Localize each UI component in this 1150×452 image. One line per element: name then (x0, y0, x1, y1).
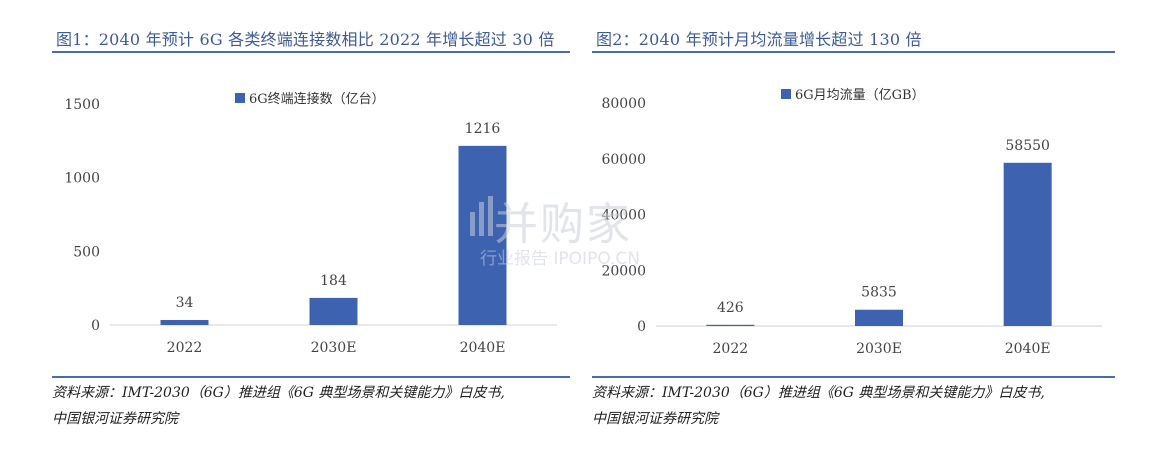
left-bar-2030E (309, 297, 358, 325)
right-data-label: 58550 (1005, 138, 1050, 154)
left-x-tick-label: 2030E (311, 340, 357, 356)
right-bar-2022 (706, 324, 755, 326)
right-source-rule (592, 376, 1115, 378)
left-y-tick-label: 1000 (64, 171, 100, 187)
left-source-note: 资料来源：IMT-2030（6G）推进组《6G 典型场景和关键能力》白皮书, 中… (52, 380, 505, 432)
right-bar-chart: 0 20000 40000 60000 80000 426 2022 5835 2030E 585… (601, 88, 1102, 357)
left-title-rule (52, 51, 570, 53)
right-x-tick-label: 2022 (713, 341, 749, 357)
left-data-label: 184 (320, 273, 347, 289)
right-source-line-2: 中国银河证券研究院 (592, 411, 718, 427)
left-x-tick-label: 2040E (460, 340, 506, 356)
right-bar-2030E (855, 309, 903, 326)
left-source-line-1: 资料来源：IMT-2030（6G）推进组《6G 典型场景和关键能力》白皮书, (52, 385, 505, 401)
left-figure-title: 图1：2040 年预计 6G 各类终端连接数相比 2022 年增长超过 30 倍 (56, 30, 555, 49)
right-figure-title: 图2：2040 年预计月均流量增长超过 130 倍 (596, 30, 922, 49)
left-legend-swatch (235, 93, 245, 103)
left-source-line-2: 中国银河证券研究院 (52, 411, 178, 427)
right-y-tick-label: 20000 (601, 263, 646, 279)
left-bar-2022 (160, 319, 209, 325)
left-figure-panel: 图1：2040 年预计 6G 各类终端连接数相比 2022 年增长超过 30 倍… (52, 0, 570, 452)
left-legend-label: 6G终端连接数（亿台） (249, 91, 385, 107)
right-source-note: 资料来源：IMT-2030（6G）推进组《6G 典型场景和关键能力》白皮书, 中… (592, 380, 1045, 432)
left-x-tick-label: 2022 (167, 340, 203, 356)
left-data-label: 34 (176, 295, 194, 311)
right-x-tick-label: 2030E (856, 341, 902, 357)
right-data-label: 5835 (861, 285, 897, 301)
right-x-tick-label: 2040E (1005, 341, 1051, 357)
right-y-tick-label: 80000 (601, 96, 646, 112)
right-legend-label: 6G月均流量（亿GB） (795, 88, 925, 103)
left-bar-chart: 0 500 1000 1500 34 2022 184 2030E 1216 2040E 6G终端连… (64, 91, 557, 356)
right-y-tick-label: 60000 (601, 152, 646, 168)
right-data-label: 426 (717, 300, 744, 316)
right-y-tick-label: 0 (637, 319, 646, 335)
left-bar-2040E (458, 145, 507, 325)
right-figure-panel: 图2：2040 年预计月均流量增长超过 130 倍 0 20000 40000 600… (592, 0, 1115, 452)
right-title-rule (592, 51, 1115, 53)
left-y-tick-label: 1500 (64, 97, 100, 113)
left-data-label: 1216 (465, 121, 501, 137)
left-source-rule (52, 376, 570, 378)
right-bar-2040E (1003, 162, 1052, 326)
left-y-tick-label: 0 (91, 318, 100, 334)
right-y-tick-label: 40000 (601, 208, 646, 224)
left-y-tick-label: 500 (73, 244, 100, 260)
right-source-line-1: 资料来源：IMT-2030（6G）推进组《6G 典型场景和关键能力》白皮书, (592, 385, 1045, 401)
right-legend-swatch (781, 89, 791, 99)
